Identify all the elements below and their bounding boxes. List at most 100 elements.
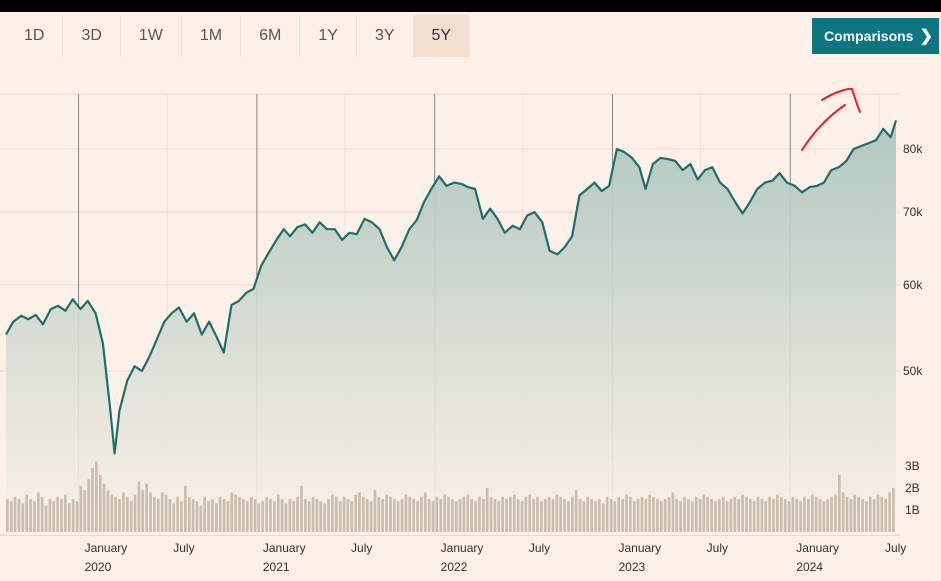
volume-bar [760,499,764,532]
volume-bar [331,494,334,532]
volume-bar [718,499,721,532]
volume-bar [578,499,582,532]
volume-bar [567,501,570,532]
volume-bar [400,499,404,532]
volume-bar [145,483,148,532]
volume-bar [269,499,272,532]
volume-bar [114,496,117,532]
volume-bar [644,499,648,532]
volume-bar [420,496,423,532]
tab-1d[interactable]: 1D [6,15,64,57]
volume-bar [547,496,551,532]
volume-bar [245,501,249,532]
volume-bar [327,499,330,532]
volume-bar [44,505,48,532]
volume-bar [505,499,508,532]
volume-bar [187,496,191,532]
volume-bar [184,485,187,532]
volume-bar [729,499,733,532]
volume-bar [756,496,760,532]
volume-bar [153,496,156,532]
arrow-head [821,87,861,113]
tab-1y[interactable]: 1Y [300,15,357,57]
volume-bar [795,499,799,532]
volume-bar [714,501,717,532]
month-tick-label: January [618,541,661,555]
volume-bar [543,499,547,532]
volume-bar [48,499,52,532]
volume-bar [687,499,690,532]
volume-bar [300,485,303,532]
volume-bar [536,496,539,532]
tab-1w[interactable]: 1W [121,15,182,57]
tab-3y[interactable]: 3Y [357,15,414,57]
volume-bar [613,501,617,532]
volume-bar [75,501,79,532]
volume-bar [540,501,543,532]
price-tick-label: 60k [903,278,923,292]
tab-6m[interactable]: 6M [241,15,301,57]
volume-bar [520,501,524,532]
volume-bar [485,488,489,532]
volume-bar [284,503,288,532]
volume-bar [787,501,791,532]
volume-bar [304,499,307,532]
comparisons-label: Comparisons [824,28,914,44]
volume-bar [632,501,636,532]
volume-bar [509,496,512,532]
volume-bar [772,499,775,532]
volume-bar [222,499,226,532]
volume-bar [230,492,234,532]
chevron-right-icon: ❯ [919,28,933,45]
volume-bar [168,499,172,532]
price-line [5,120,898,455]
tab-3d[interactable]: 3D [63,15,121,57]
volume-bar [447,496,450,532]
volume-bar [67,503,71,532]
volume-bar [791,496,795,532]
volume-bar [91,468,94,532]
volume-bar [238,496,241,532]
volume-bar [435,496,439,532]
volume-bar [675,499,679,532]
volume-bar [334,496,338,532]
volume-bar [466,494,470,532]
volume-bar [868,496,872,532]
tab-5y[interactable]: 5Y [413,15,471,57]
top-bar [0,0,941,12]
volume-bar [110,494,114,532]
volume-bar [497,501,501,532]
arrow-shaft [801,104,846,151]
comparisons-button[interactable]: Comparisons ❯ [812,18,939,54]
volume-bar [9,501,13,532]
volume-bar [551,499,555,532]
month-tick-label: January [263,541,306,555]
volume-bar [21,503,25,532]
volume-bar [721,496,725,532]
tab-1m[interactable]: 1M [182,15,242,57]
volume-bar [346,499,350,532]
volume-bar [296,496,299,532]
volume-bars [6,461,895,532]
volume-bar [609,499,613,532]
volume-bar [768,496,771,532]
volume-bar [737,499,740,532]
volume-bar [180,501,183,532]
month-tick-label: July [351,541,372,555]
year-tick-label: 2024 [796,560,823,574]
volume-bar [40,496,44,532]
volume-bar [342,496,346,532]
year-tick-label: 2023 [618,560,645,574]
volume-bar [52,501,56,532]
volume-bar [79,485,83,532]
volume-bar [598,499,601,532]
volume-bar [814,496,818,532]
volume-bar [369,501,373,532]
volume-bar [660,501,663,532]
volume-bar [133,494,137,532]
volume-bar [172,503,176,532]
volume-axis: 1B 2B 3B [905,459,920,517]
volume-bar [834,494,837,532]
volume-bar [865,501,868,532]
volume-bar [288,499,292,532]
